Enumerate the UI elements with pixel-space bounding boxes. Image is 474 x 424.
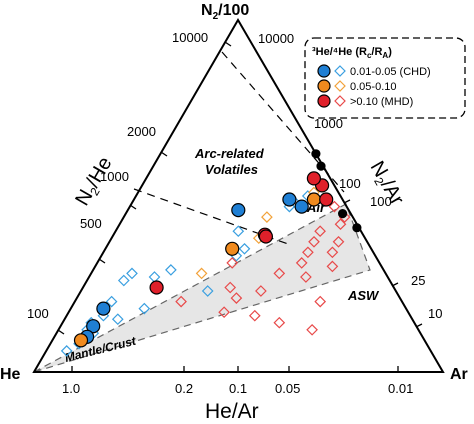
data-point-diamond xyxy=(238,242,251,255)
reference-point xyxy=(352,223,362,233)
data-point-diamond xyxy=(224,281,237,294)
data-point-diamond xyxy=(273,267,286,280)
bottom-tick-label: 0.01 xyxy=(388,381,413,396)
data-point-diamond xyxy=(148,271,161,283)
data-point-diamond xyxy=(261,211,273,223)
left-tick-label: 500 xyxy=(80,216,102,231)
legend-marker-open xyxy=(334,95,346,107)
bottom-tick-marks xyxy=(71,366,399,372)
data-point-diamond xyxy=(295,257,308,269)
data-point-diamond xyxy=(60,345,73,357)
left-tick-label: 10000 xyxy=(172,30,208,45)
vertex-label-right: Ar xyxy=(450,366,468,383)
data-point-diamond xyxy=(201,285,214,297)
left-tick-label: 1000 xyxy=(100,169,129,184)
data-point-circle xyxy=(149,280,164,295)
vertex-label-left: He xyxy=(0,366,21,383)
legend-entries: 0.01-0.05 (CHD) 0.05-0.10 >0.10 (MHD) xyxy=(317,64,431,108)
data-point-circle xyxy=(258,229,273,244)
data-point-diamond xyxy=(248,309,261,322)
bottom-tick-label: 0.2 xyxy=(175,381,193,396)
left-tick-marks xyxy=(57,41,232,335)
data-point-circle xyxy=(73,333,89,348)
data-point-diamond xyxy=(195,267,208,280)
right-tick-label: 25 xyxy=(411,273,425,288)
data-point-diamond xyxy=(230,292,243,304)
data-point-diamond xyxy=(332,235,345,248)
left-tick-label: 100 xyxy=(27,306,49,321)
region-label-arc: Arc-related xyxy=(194,146,265,161)
region-label-arc-2: Volatiles xyxy=(205,162,258,177)
data-point-diamond xyxy=(218,306,230,319)
legend-title: ³He/⁴He (Rc/RA) xyxy=(312,46,392,60)
region-label-asw: ASW xyxy=(347,288,380,303)
data-point-circle xyxy=(96,301,111,316)
data-point-diamond xyxy=(226,257,239,269)
bottom-tick-label: 0.1 xyxy=(229,381,247,396)
data-point-diamond xyxy=(334,218,347,231)
legend-label: >0.10 (MHD) xyxy=(350,96,413,108)
bottom-tick-label: 0.05 xyxy=(275,381,300,396)
left-tick-label: 2000 xyxy=(127,124,156,139)
mantle-crust-field xyxy=(33,203,371,373)
data-point-diamond xyxy=(232,225,245,238)
legend-box xyxy=(304,37,466,119)
data-point-diamond xyxy=(314,295,327,308)
data-point-diamond xyxy=(117,274,130,287)
data-point-circle xyxy=(282,192,297,207)
data-point-circle xyxy=(319,192,334,207)
legend-marker-filled xyxy=(317,94,331,108)
data-point-diamond xyxy=(326,246,339,259)
data-point-diamond xyxy=(175,295,187,308)
vertex-label-top: N2/100 xyxy=(201,2,249,22)
reference-point xyxy=(338,209,348,219)
data-point-diamond xyxy=(255,285,267,297)
inner-tick-label: 10000 xyxy=(258,31,294,46)
data-point-diamond xyxy=(314,225,326,238)
data-point-circle xyxy=(306,192,321,207)
data-point-diamond xyxy=(328,200,341,213)
data-points xyxy=(60,171,351,357)
data-point-diamond xyxy=(308,235,320,248)
data-point-diamond xyxy=(165,264,177,276)
data-point-circle xyxy=(231,203,246,218)
data-point-diamond xyxy=(138,302,151,315)
legend: ³He/⁴He (Rc/RA) 0.01-0.05 (CHD) 0.05-0.10… xyxy=(304,37,466,119)
inner-tick-label: 100 xyxy=(339,176,361,191)
legend-marker-filled xyxy=(317,64,331,78)
data-point-diamond xyxy=(126,267,138,280)
bottom-tick-label: 1.0 xyxy=(62,381,80,396)
data-point-diamond xyxy=(105,295,118,308)
legend-marker-filled xyxy=(317,79,331,93)
legend-marker-open xyxy=(334,80,346,92)
data-point-diamond xyxy=(300,271,312,283)
right-tick-label: 10 xyxy=(428,306,442,321)
data-point-circle xyxy=(306,171,321,186)
right-tick-marks xyxy=(343,199,423,328)
data-point-circle xyxy=(225,241,240,256)
legend-label: 0.01-0.05 (CHD) xyxy=(350,66,431,78)
inner-tick-label: 1000 xyxy=(314,116,343,131)
reference-point xyxy=(311,149,321,159)
data-point-diamond xyxy=(302,246,314,259)
data-point-diamond xyxy=(326,260,339,273)
right-tick-label: 100 xyxy=(370,194,392,209)
data-point-circle xyxy=(86,319,101,334)
data-point-circle xyxy=(294,199,309,214)
data-point-diamond xyxy=(306,323,318,336)
data-point-diamond xyxy=(111,313,124,326)
legend-label: 0.05-0.10 xyxy=(350,81,396,93)
axis-label-bottom: He/Ar xyxy=(205,400,259,423)
data-point-diamond xyxy=(273,316,286,329)
reference-point xyxy=(316,161,326,171)
legend-marker-open xyxy=(334,65,346,77)
reference-points xyxy=(311,149,362,233)
